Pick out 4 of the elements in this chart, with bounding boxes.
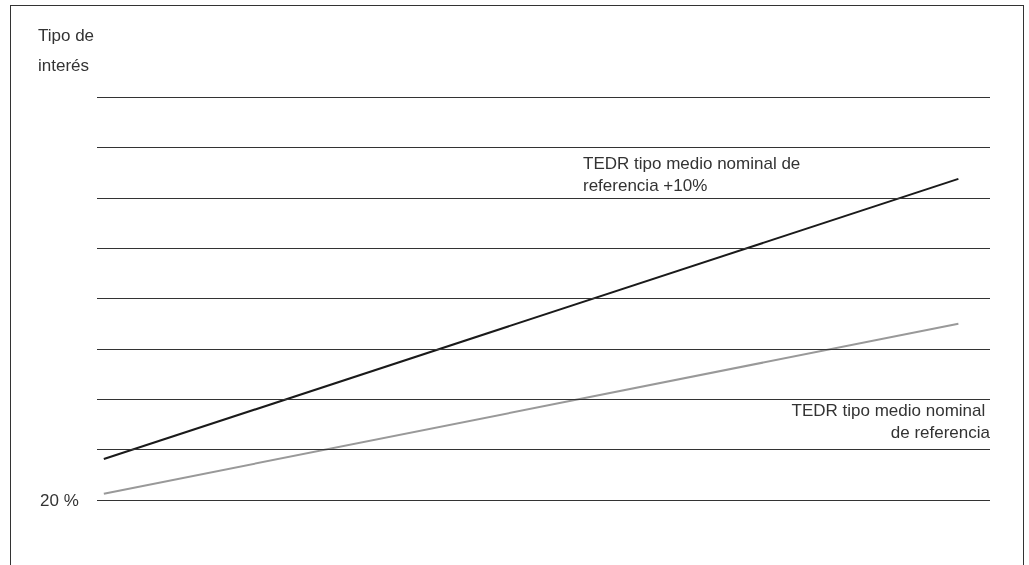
text: TEDR tipo medio nominal de referencia +10% [583,153,806,195]
annotation: 20 % [40,490,79,510]
text: TEDR tipo medio nominal de referencia [791,400,991,442]
text: Tipo de interés [38,25,99,75]
